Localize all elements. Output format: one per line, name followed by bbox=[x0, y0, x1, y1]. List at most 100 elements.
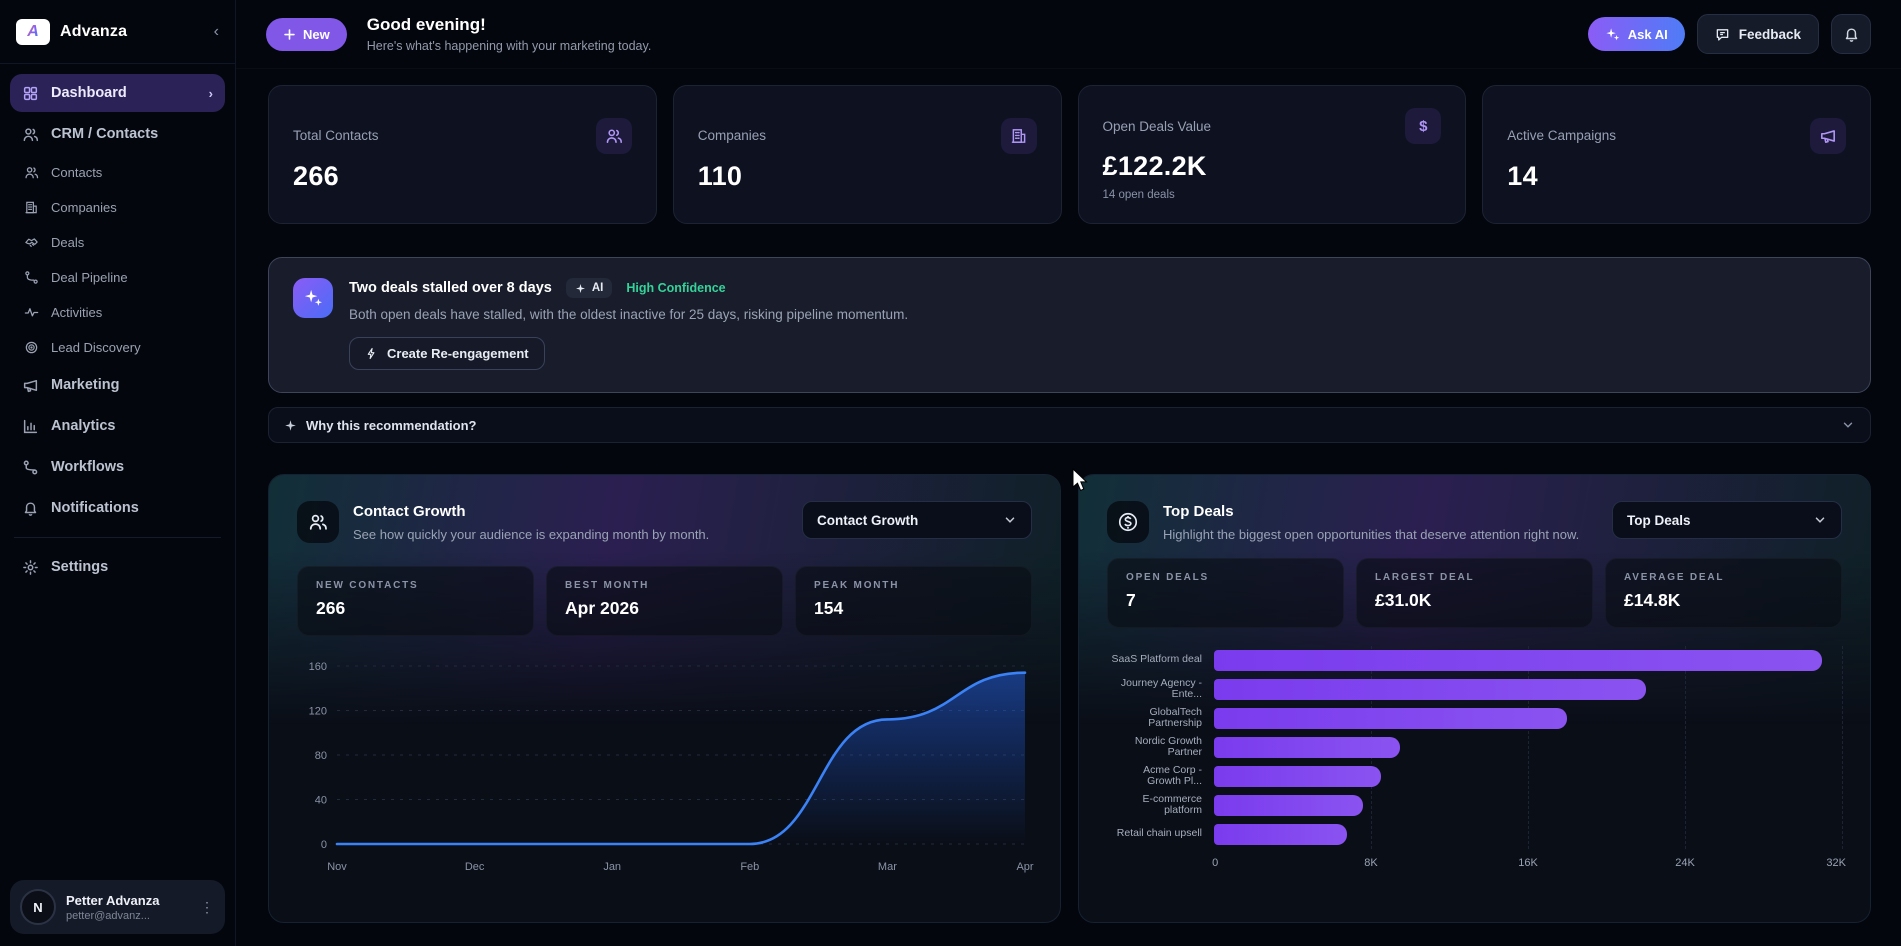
svg-text:Apr: Apr bbox=[1016, 861, 1033, 873]
sidebar-item-label: Lead Discovery bbox=[51, 339, 141, 355]
chart-subtitle: See how quickly your audience is expandi… bbox=[353, 527, 710, 542]
metric-box-largest-deal: LARGEST DEAL £31.0K bbox=[1356, 557, 1593, 628]
metric-value: £14.8K bbox=[1624, 589, 1681, 610]
sidebar-logo-row: A Advanza ‹ bbox=[0, 0, 235, 64]
users-icon bbox=[22, 126, 39, 143]
bar bbox=[1214, 823, 1348, 845]
sidebar-item-label: Analytics bbox=[51, 418, 116, 434]
brand-name: Advanza bbox=[60, 22, 128, 40]
sidebar-item-deal-pipeline[interactable]: Deal Pipeline bbox=[10, 261, 225, 293]
bar-label: GlobalTech Partnership bbox=[1148, 705, 1202, 730]
sidebar-item-label: Deals bbox=[51, 234, 85, 250]
activity-icon bbox=[24, 305, 39, 320]
building-icon bbox=[1000, 117, 1037, 154]
stat-value: 266 bbox=[293, 160, 339, 191]
sidebar-item-activities[interactable]: Activities bbox=[10, 296, 225, 328]
gear-icon bbox=[22, 559, 39, 576]
svg-text:120: 120 bbox=[309, 705, 327, 717]
metric-box-open-deals: OPEN DEALS 7 bbox=[1107, 557, 1344, 628]
chart-title: Contact Growth bbox=[353, 503, 466, 520]
sparkle-icon bbox=[575, 283, 586, 294]
sidebar-item-settings[interactable]: Settings bbox=[10, 548, 225, 586]
sidebar-item-label: Workflows bbox=[51, 459, 125, 475]
bar-row: Journey Agency - Ente... bbox=[1107, 675, 1842, 704]
bar-chart-x-axis: 0 8K 16K 24K 32K bbox=[1212, 856, 1846, 869]
bar-row: E-commerce platform bbox=[1107, 791, 1842, 820]
metric-box-average-deal: AVERAGE DEAL £14.8K bbox=[1605, 557, 1842, 628]
metric-value: £31.0K bbox=[1375, 589, 1432, 610]
sparkle-icon bbox=[284, 419, 297, 432]
advanza-logo: A bbox=[16, 18, 50, 45]
metric-label: BEST MONTH bbox=[565, 579, 650, 591]
sidebar-nav: Dashboard › CRM / Contacts Contacts Comp… bbox=[0, 64, 235, 586]
sparkles-icon bbox=[1605, 27, 1620, 42]
sidebar-item-analytics[interactable]: Analytics bbox=[10, 407, 225, 445]
kebab-menu-icon[interactable]: ⋮ bbox=[200, 898, 215, 915]
stat-card-companies: Companies 110 bbox=[672, 85, 1062, 224]
top-deals-select[interactable]: Top Deals bbox=[1612, 501, 1842, 539]
contacts-icon bbox=[24, 165, 39, 180]
sidebar-item-label: Companies bbox=[51, 199, 117, 215]
chevron-down-icon bbox=[1813, 513, 1827, 527]
greeting-block: Good evening! Here's what's happening wi… bbox=[367, 15, 652, 53]
stat-value: £122.2K bbox=[1102, 151, 1207, 181]
notifications-bell-button[interactable] bbox=[1831, 14, 1871, 54]
svg-text:Dec: Dec bbox=[465, 861, 485, 873]
ask-ai-button[interactable]: Ask AI bbox=[1587, 17, 1685, 51]
sidebar-item-crm-contacts[interactable]: CRM / Contacts bbox=[10, 115, 225, 153]
bell-icon bbox=[22, 500, 39, 517]
plus-icon bbox=[283, 28, 296, 41]
sidebar-item-companies[interactable]: Companies bbox=[10, 191, 225, 223]
why-recommendation-expander[interactable]: Why this recommendation? bbox=[268, 407, 1871, 443]
bar-label: SaaS Platform deal bbox=[1111, 653, 1202, 666]
charts-row: Contact Growth See how quickly your audi… bbox=[268, 474, 1871, 923]
sidebar-item-notifications[interactable]: Notifications bbox=[10, 489, 225, 527]
stat-card-total-contacts: Total Contacts 266 bbox=[268, 85, 657, 224]
sidebar-item-label: CRM / Contacts bbox=[51, 126, 159, 142]
chevron-down-icon bbox=[1841, 418, 1855, 432]
why-label: Why this recommendation? bbox=[306, 417, 477, 433]
svg-text:80: 80 bbox=[315, 750, 327, 762]
dollar-icon: $ bbox=[1405, 108, 1442, 144]
stat-subtext: 14 open deals bbox=[1102, 189, 1175, 201]
bar-label: Journey Agency - Ente... bbox=[1120, 676, 1202, 701]
chevron-down-icon bbox=[1003, 513, 1017, 527]
contact-growth-select[interactable]: Contact Growth bbox=[802, 501, 1032, 539]
stat-card-active-campaigns: Active Campaigns 14 bbox=[1482, 85, 1871, 224]
metric-value: 266 bbox=[316, 597, 346, 618]
sidebar-item-marketing[interactable]: Marketing bbox=[10, 366, 225, 404]
users-icon bbox=[297, 501, 339, 543]
insight-title: Two deals stalled over 8 days bbox=[349, 280, 552, 296]
sidebar-collapse-icon[interactable]: ‹ bbox=[213, 22, 219, 40]
sidebar-item-lead-discovery[interactable]: Lead Discovery bbox=[10, 331, 225, 363]
chart-subtitle: Highlight the biggest open opportunities… bbox=[1163, 527, 1580, 542]
chevron-right-icon: › bbox=[208, 85, 213, 101]
chart-title: Top Deals bbox=[1163, 503, 1234, 520]
main-area: New Good evening! Here's what's happenin… bbox=[236, 0, 1901, 946]
bar bbox=[1214, 649, 1823, 671]
create-reengagement-button[interactable]: Create Re-engagement bbox=[349, 337, 545, 370]
megaphone-icon bbox=[22, 377, 39, 394]
bar-label: E-commerce platform bbox=[1142, 792, 1202, 817]
metric-value: Apr 2026 bbox=[565, 597, 639, 618]
sidebar-item-deals[interactable]: Deals bbox=[10, 226, 225, 258]
contact-growth-card: Contact Growth See how quickly your audi… bbox=[268, 474, 1061, 923]
stat-label: Open Deals Value bbox=[1102, 118, 1212, 134]
sidebar-item-workflows[interactable]: Workflows bbox=[10, 448, 225, 486]
top-deals-card: Top Deals Highlight the biggest open opp… bbox=[1078, 474, 1871, 923]
feedback-button[interactable]: Feedback bbox=[1696, 14, 1819, 54]
circle-dollar-icon bbox=[1107, 501, 1149, 543]
sidebar-item-contacts[interactable]: Contacts bbox=[10, 156, 225, 188]
user-profile-card[interactable]: N Petter Advanza petter@advanz... ⋮ bbox=[10, 880, 225, 934]
sidebar-item-label: Notifications bbox=[51, 500, 139, 516]
bar-row: Acme Corp - Growth Pl... bbox=[1107, 762, 1842, 791]
user-name: Petter Advanza bbox=[66, 892, 160, 908]
new-button[interactable]: New bbox=[266, 17, 347, 51]
grid-icon bbox=[22, 85, 39, 102]
bar bbox=[1214, 736, 1401, 758]
handshake-icon bbox=[24, 235, 39, 250]
bar bbox=[1214, 678, 1646, 700]
bar bbox=[1214, 707, 1568, 729]
sidebar-item-dashboard[interactable]: Dashboard › bbox=[10, 74, 225, 112]
